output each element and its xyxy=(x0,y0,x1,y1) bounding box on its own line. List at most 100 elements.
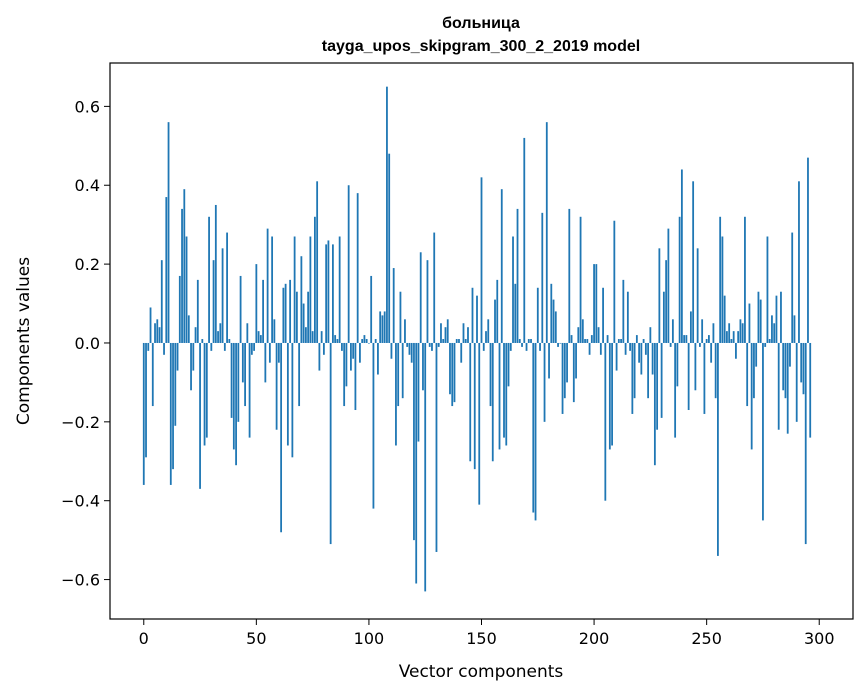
bar xyxy=(514,283,517,343)
bar xyxy=(223,342,226,351)
bar xyxy=(327,240,330,343)
bar xyxy=(746,342,749,407)
bar xyxy=(313,216,316,343)
bar xyxy=(185,236,188,343)
x-axis-ticks: 0 50 100 150 200 250 300 xyxy=(139,619,835,648)
bar xyxy=(660,342,663,418)
bar xyxy=(473,342,476,470)
bar xyxy=(629,342,631,351)
bar xyxy=(532,342,535,513)
bar xyxy=(228,339,231,343)
bar xyxy=(521,342,523,347)
bar xyxy=(717,342,719,556)
bar xyxy=(345,342,348,387)
bar xyxy=(190,342,192,391)
bar xyxy=(642,339,645,343)
bar xyxy=(804,342,807,545)
bar xyxy=(293,236,296,343)
bar xyxy=(440,323,442,343)
bar xyxy=(386,86,388,343)
x-tick-label: 200 xyxy=(579,629,610,648)
bar xyxy=(597,327,600,343)
bar xyxy=(212,260,215,343)
bar xyxy=(548,342,550,379)
y-tick-label: 0.4 xyxy=(75,176,100,195)
bar xyxy=(545,122,548,343)
bar xyxy=(658,248,661,343)
bar xyxy=(771,315,773,343)
bar xyxy=(219,323,222,343)
bar xyxy=(611,342,613,446)
bar xyxy=(295,291,298,343)
bar xyxy=(606,335,609,343)
y-axis-ticks: −0.6 −0.4 −0.2 0.0 0.2 0.4 0.6 xyxy=(61,97,110,590)
bar xyxy=(685,335,688,343)
bar xyxy=(741,323,744,343)
bar xyxy=(413,342,415,541)
bar xyxy=(705,339,708,343)
bar xyxy=(259,335,262,343)
bar xyxy=(280,342,283,533)
bar xyxy=(424,342,427,592)
bar xyxy=(244,342,246,407)
x-axis-label: Vector components xyxy=(399,662,564,682)
bar xyxy=(174,342,177,426)
bar xyxy=(410,342,413,363)
bar xyxy=(617,339,620,343)
bar xyxy=(226,232,228,343)
bar xyxy=(156,319,159,343)
bar xyxy=(462,323,465,343)
bar xyxy=(638,342,641,363)
bar xyxy=(422,342,424,391)
bar xyxy=(208,216,210,343)
bar xyxy=(631,342,634,414)
bar xyxy=(377,342,379,375)
bar xyxy=(730,339,733,343)
bar xyxy=(739,319,742,343)
bar xyxy=(775,295,778,343)
bar xyxy=(635,335,638,343)
bar xyxy=(467,327,469,343)
bar xyxy=(651,342,654,375)
bar xyxy=(187,315,190,343)
bar xyxy=(750,342,753,450)
bar xyxy=(329,342,332,545)
bar xyxy=(557,342,559,347)
bar xyxy=(435,342,438,552)
bar xyxy=(748,303,751,343)
bar xyxy=(275,342,278,430)
bar xyxy=(149,307,152,343)
bar xyxy=(471,287,474,343)
bar xyxy=(399,291,402,343)
y-tick-label: 0.6 xyxy=(75,97,100,116)
bar xyxy=(442,339,445,343)
bar xyxy=(262,279,264,343)
bar xyxy=(559,342,562,344)
y-tick-label: −0.4 xyxy=(61,492,100,511)
bar xyxy=(687,342,690,411)
bar xyxy=(480,177,483,343)
bar xyxy=(201,339,204,343)
bar xyxy=(370,275,373,343)
bar xyxy=(406,342,409,347)
bar xyxy=(307,291,310,343)
bar xyxy=(593,264,595,343)
bar xyxy=(341,342,343,351)
bar xyxy=(689,311,692,343)
bar xyxy=(777,342,780,430)
bar xyxy=(320,331,323,343)
bar xyxy=(309,236,312,343)
bar xyxy=(196,279,199,343)
bar xyxy=(446,319,449,343)
y-tick-label: 0.0 xyxy=(75,334,100,353)
bar xyxy=(759,299,762,343)
bar xyxy=(271,236,274,343)
bar xyxy=(154,323,156,343)
bar xyxy=(248,342,251,438)
bar xyxy=(735,342,737,359)
bar xyxy=(199,342,201,489)
bar xyxy=(210,342,213,351)
bar xyxy=(455,339,458,343)
